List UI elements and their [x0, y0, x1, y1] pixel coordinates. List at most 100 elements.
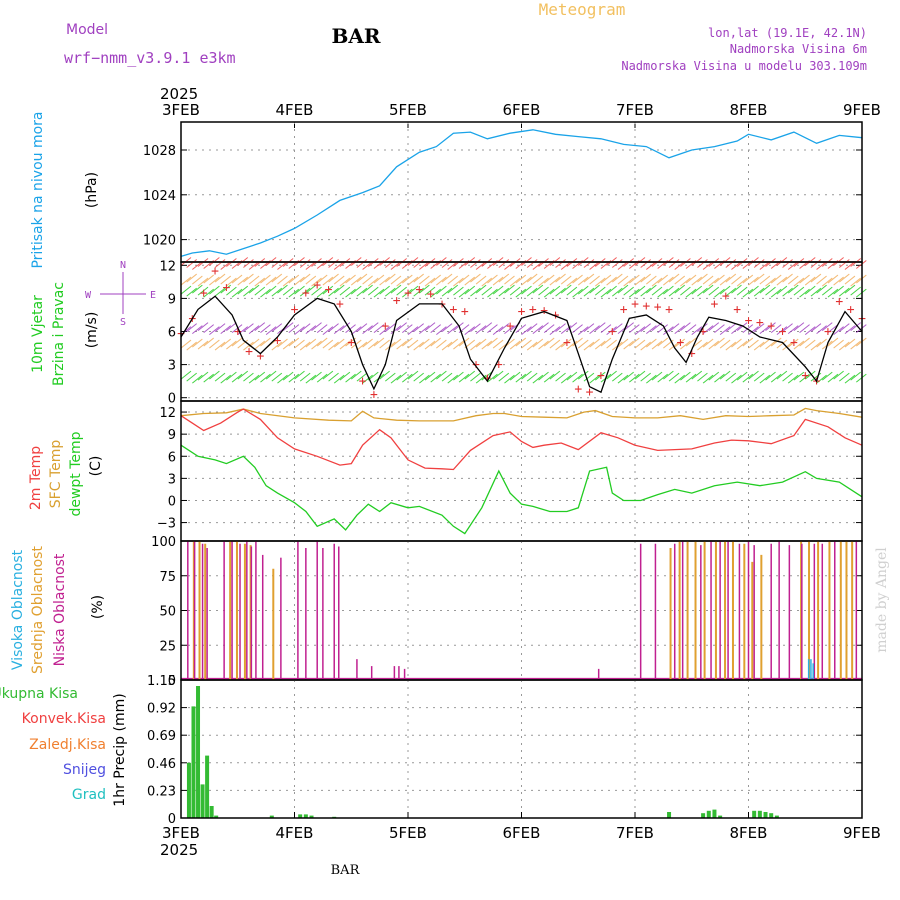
wind-barb: [402, 337, 413, 347]
precip-bar: [718, 815, 723, 818]
wind-barb: [197, 371, 209, 381]
wind-barb: [606, 276, 617, 286]
wind-barb: [651, 340, 663, 350]
wind-barb: [583, 259, 595, 268]
wind-barb: [430, 274, 442, 284]
wind-barb: [192, 261, 203, 270]
precip-hail-label: Grad: [72, 787, 106, 803]
compass-rose: N W E S: [85, 260, 156, 328]
wind-barb: [311, 277, 322, 287]
wind-barb: [532, 325, 544, 334]
wind-barb: [770, 373, 782, 383]
temp-unit: (C): [88, 456, 104, 477]
wind-barb: [680, 371, 691, 381]
wind-barb: [447, 275, 459, 285]
y-tick-label: 12: [159, 259, 176, 274]
precip-bar: [774, 815, 779, 818]
wind-barb: [646, 275, 657, 285]
wind-barb: [651, 286, 663, 296]
wind-barb: [827, 288, 839, 298]
wind-barb: [833, 326, 844, 335]
wind-barb: [770, 324, 782, 333]
wind-barb: [492, 276, 504, 286]
wind-barb: [577, 326, 589, 335]
wind-barb: [577, 370, 589, 380]
wind-barb: [521, 276, 532, 286]
wind-barb: [787, 261, 799, 270]
sfc-temp-series: [180, 407, 863, 422]
wind-barb: [611, 323, 623, 332]
wind-barb: [384, 273, 396, 283]
wind-barb: [271, 259, 283, 268]
wind-barb: [708, 277, 720, 287]
wind-barb: [560, 284, 572, 294]
wind-barb: [453, 277, 464, 287]
wind-barb: [220, 261, 232, 270]
wind-barb: [441, 323, 453, 332]
wind-barb: [333, 338, 345, 348]
wind-barb: [305, 338, 317, 348]
wind-barb: [833, 339, 844, 349]
wind-barb: [702, 325, 714, 334]
wind-barb: [629, 288, 640, 298]
wind-barb: [770, 288, 782, 298]
wind-barb: [464, 370, 476, 380]
wind-barb: [844, 338, 856, 348]
wind-barb: [441, 273, 453, 283]
wind-barb: [532, 275, 544, 285]
wind-barb: [299, 273, 311, 283]
wind-barb: [719, 326, 731, 335]
wind-barb: [600, 274, 612, 284]
wind-barb: [316, 337, 328, 347]
wind-barb: [209, 276, 220, 286]
wind-gust-marker: +: [518, 305, 526, 320]
wind-barb: [543, 373, 555, 383]
wind-barb: [685, 288, 697, 298]
wind-barb: [214, 287, 226, 297]
precip-bar: [191, 706, 196, 818]
wind-barb: [322, 326, 334, 335]
wind-barb: [821, 322, 833, 331]
wind-barb: [339, 277, 351, 287]
wind-barb: [379, 370, 390, 380]
wind-gust-marker: +: [767, 319, 775, 334]
pressure-unit: (hPa): [84, 172, 100, 208]
wind-barb: [810, 372, 822, 382]
wind-barb: [538, 371, 549, 381]
wind-gust-marker: +: [642, 299, 650, 314]
wind-barb: [555, 287, 566, 297]
wind-barb: [611, 287, 623, 297]
wind-barb: [515, 324, 527, 333]
y-tick-label: 0: [168, 494, 176, 509]
wind-barb: [623, 286, 634, 296]
wind-barb: [617, 275, 629, 285]
wind-barb: [532, 284, 544, 294]
wind-barb: [680, 286, 691, 296]
wind-gust-marker: +: [211, 264, 219, 279]
wind-barb: [566, 286, 578, 296]
wind-barb: [594, 371, 606, 381]
wind-barb: [515, 288, 527, 298]
wind-barb: [362, 261, 373, 270]
wind-barb: [714, 324, 725, 333]
wind-barb: [725, 259, 737, 268]
y-tick-label: 0: [168, 392, 176, 407]
wind-barb: [322, 285, 334, 295]
wind-barb: [339, 286, 351, 296]
wind-barb: [458, 373, 470, 383]
wind-barb: [430, 373, 442, 383]
wind-barb: [282, 286, 294, 296]
wind-barb: [299, 287, 311, 297]
wind-barb: [827, 324, 839, 333]
wind-barb: [640, 372, 651, 382]
wind-barb: [475, 261, 487, 270]
wind-barb: [697, 341, 708, 351]
wind-barb: [356, 287, 368, 297]
wind-barb: [339, 340, 351, 350]
precip-bar: [269, 815, 274, 818]
wind-barb: [220, 284, 232, 294]
wind-barb: [577, 285, 589, 295]
wind-barb: [833, 370, 844, 380]
wind-barb: [821, 286, 833, 296]
wind-barb: [736, 286, 748, 296]
